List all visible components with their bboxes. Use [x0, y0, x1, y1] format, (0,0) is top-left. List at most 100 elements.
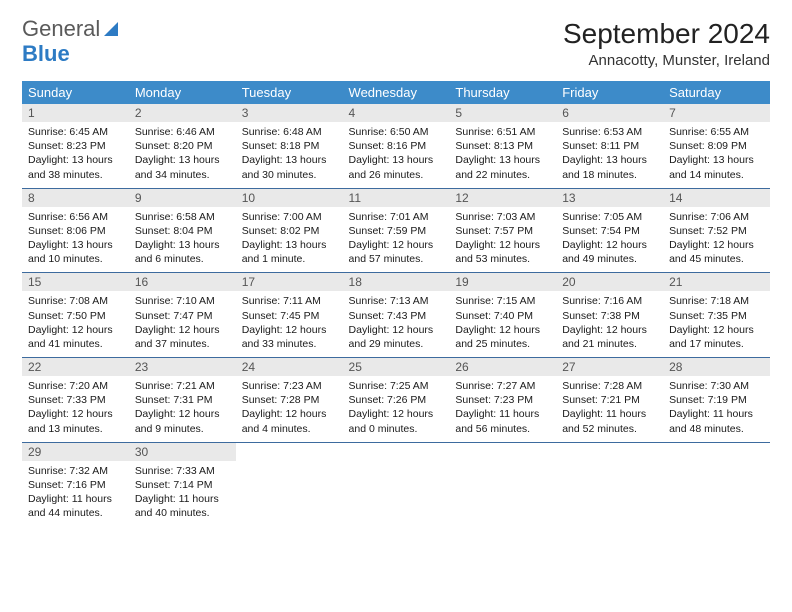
calendar-week-row: 15Sunrise: 7:08 AMSunset: 7:50 PMDayligh…	[22, 273, 770, 358]
daylight-text: Daylight: 12 hours and 49 minutes.	[562, 238, 657, 266]
daylight-text: Daylight: 12 hours and 45 minutes.	[669, 238, 764, 266]
daylight-text: Daylight: 12 hours and 53 minutes.	[455, 238, 550, 266]
sunrise-text: Sunrise: 7:21 AM	[135, 379, 230, 393]
daylight-text: Daylight: 12 hours and 57 minutes.	[349, 238, 444, 266]
day-details: Sunrise: 6:50 AMSunset: 8:16 PMDaylight:…	[343, 122, 450, 188]
sunrise-text: Sunrise: 7:06 AM	[669, 210, 764, 224]
day-number: 27	[556, 358, 663, 376]
calendar-day-cell: 17Sunrise: 7:11 AMSunset: 7:45 PMDayligh…	[236, 273, 343, 358]
location-subtitle: Annacotty, Munster, Ireland	[563, 52, 770, 69]
calendar-week-row: 22Sunrise: 7:20 AMSunset: 7:33 PMDayligh…	[22, 358, 770, 443]
sunset-text: Sunset: 7:50 PM	[28, 309, 123, 323]
sunrise-text: Sunrise: 7:23 AM	[242, 379, 337, 393]
sunrise-text: Sunrise: 7:05 AM	[562, 210, 657, 224]
daylight-text: Daylight: 12 hours and 37 minutes.	[135, 323, 230, 351]
day-details: Sunrise: 6:56 AMSunset: 8:06 PMDaylight:…	[22, 207, 129, 273]
day-details: Sunrise: 7:10 AMSunset: 7:47 PMDaylight:…	[129, 291, 236, 357]
calendar-day-cell: 18Sunrise: 7:13 AMSunset: 7:43 PMDayligh…	[343, 273, 450, 358]
calendar-day-cell	[663, 442, 770, 526]
day-details: Sunrise: 6:45 AMSunset: 8:23 PMDaylight:…	[22, 122, 129, 188]
sunset-text: Sunset: 7:43 PM	[349, 309, 444, 323]
calendar-day-cell: 9Sunrise: 6:58 AMSunset: 8:04 PMDaylight…	[129, 188, 236, 273]
sunset-text: Sunset: 7:54 PM	[562, 224, 657, 238]
daylight-text: Daylight: 13 hours and 34 minutes.	[135, 153, 230, 181]
day-details: Sunrise: 6:53 AMSunset: 8:11 PMDaylight:…	[556, 122, 663, 188]
sunrise-text: Sunrise: 7:15 AM	[455, 294, 550, 308]
daylight-text: Daylight: 13 hours and 38 minutes.	[28, 153, 123, 181]
sunset-text: Sunset: 7:45 PM	[242, 309, 337, 323]
day-details: Sunrise: 7:32 AMSunset: 7:16 PMDaylight:…	[22, 461, 129, 527]
daylight-text: Daylight: 12 hours and 4 minutes.	[242, 407, 337, 435]
calendar-day-cell: 8Sunrise: 6:56 AMSunset: 8:06 PMDaylight…	[22, 188, 129, 273]
daylight-text: Daylight: 11 hours and 48 minutes.	[669, 407, 764, 435]
sunrise-text: Sunrise: 7:25 AM	[349, 379, 444, 393]
day-details: Sunrise: 7:05 AMSunset: 7:54 PMDaylight:…	[556, 207, 663, 273]
day-details: Sunrise: 7:30 AMSunset: 7:19 PMDaylight:…	[663, 376, 770, 442]
sunset-text: Sunset: 7:47 PM	[135, 309, 230, 323]
daylight-text: Daylight: 13 hours and 10 minutes.	[28, 238, 123, 266]
calendar-day-cell: 2Sunrise: 6:46 AMSunset: 8:20 PMDaylight…	[129, 104, 236, 188]
day-number: 18	[343, 273, 450, 291]
calendar-day-cell	[449, 442, 556, 526]
calendar-day-cell	[236, 442, 343, 526]
day-details: Sunrise: 7:03 AMSunset: 7:57 PMDaylight:…	[449, 207, 556, 273]
day-number: 24	[236, 358, 343, 376]
calendar-day-cell	[343, 442, 450, 526]
calendar-day-cell: 7Sunrise: 6:55 AMSunset: 8:09 PMDaylight…	[663, 104, 770, 188]
sunrise-text: Sunrise: 6:50 AM	[349, 125, 444, 139]
day-details: Sunrise: 7:01 AMSunset: 7:59 PMDaylight:…	[343, 207, 450, 273]
daylight-text: Daylight: 12 hours and 33 minutes.	[242, 323, 337, 351]
day-details: Sunrise: 7:33 AMSunset: 7:14 PMDaylight:…	[129, 461, 236, 527]
day-details: Sunrise: 6:55 AMSunset: 8:09 PMDaylight:…	[663, 122, 770, 188]
sunset-text: Sunset: 7:38 PM	[562, 309, 657, 323]
sunrise-text: Sunrise: 7:30 AM	[669, 379, 764, 393]
day-number: 21	[663, 273, 770, 291]
daylight-text: Daylight: 12 hours and 21 minutes.	[562, 323, 657, 351]
day-details: Sunrise: 7:27 AMSunset: 7:23 PMDaylight:…	[449, 376, 556, 442]
sunset-text: Sunset: 8:04 PM	[135, 224, 230, 238]
calendar-day-cell: 14Sunrise: 7:06 AMSunset: 7:52 PMDayligh…	[663, 188, 770, 273]
calendar-day-cell: 13Sunrise: 7:05 AMSunset: 7:54 PMDayligh…	[556, 188, 663, 273]
sunset-text: Sunset: 8:02 PM	[242, 224, 337, 238]
weekday-header: Sunday	[22, 81, 129, 104]
day-number: 8	[22, 189, 129, 207]
daylight-text: Daylight: 12 hours and 29 minutes.	[349, 323, 444, 351]
sunrise-text: Sunrise: 7:32 AM	[28, 464, 123, 478]
day-details: Sunrise: 7:18 AMSunset: 7:35 PMDaylight:…	[663, 291, 770, 357]
calendar-day-cell: 4Sunrise: 6:50 AMSunset: 8:16 PMDaylight…	[343, 104, 450, 188]
calendar-day-cell: 28Sunrise: 7:30 AMSunset: 7:19 PMDayligh…	[663, 358, 770, 443]
sunrise-text: Sunrise: 7:28 AM	[562, 379, 657, 393]
day-details: Sunrise: 7:15 AMSunset: 7:40 PMDaylight:…	[449, 291, 556, 357]
day-number: 28	[663, 358, 770, 376]
sunrise-text: Sunrise: 7:11 AM	[242, 294, 337, 308]
sunrise-text: Sunrise: 7:18 AM	[669, 294, 764, 308]
day-details: Sunrise: 7:23 AMSunset: 7:28 PMDaylight:…	[236, 376, 343, 442]
calendar-day-cell: 30Sunrise: 7:33 AMSunset: 7:14 PMDayligh…	[129, 442, 236, 526]
calendar-day-cell: 29Sunrise: 7:32 AMSunset: 7:16 PMDayligh…	[22, 442, 129, 526]
day-number: 16	[129, 273, 236, 291]
sunrise-text: Sunrise: 6:58 AM	[135, 210, 230, 224]
daylight-text: Daylight: 13 hours and 26 minutes.	[349, 153, 444, 181]
daylight-text: Daylight: 13 hours and 22 minutes.	[455, 153, 550, 181]
daylight-text: Daylight: 12 hours and 17 minutes.	[669, 323, 764, 351]
sunset-text: Sunset: 8:16 PM	[349, 139, 444, 153]
title-block: September 2024 Annacotty, Munster, Irela…	[563, 18, 770, 69]
daylight-text: Daylight: 12 hours and 9 minutes.	[135, 407, 230, 435]
sunset-text: Sunset: 7:19 PM	[669, 393, 764, 407]
daylight-text: Daylight: 13 hours and 14 minutes.	[669, 153, 764, 181]
day-number: 25	[343, 358, 450, 376]
day-number: 9	[129, 189, 236, 207]
day-number: 5	[449, 104, 556, 122]
day-number: 29	[22, 443, 129, 461]
day-details: Sunrise: 7:28 AMSunset: 7:21 PMDaylight:…	[556, 376, 663, 442]
day-number: 30	[129, 443, 236, 461]
day-details: Sunrise: 6:58 AMSunset: 8:04 PMDaylight:…	[129, 207, 236, 273]
day-number: 1	[22, 104, 129, 122]
daylight-text: Daylight: 12 hours and 41 minutes.	[28, 323, 123, 351]
sunrise-text: Sunrise: 7:33 AM	[135, 464, 230, 478]
day-details: Sunrise: 7:21 AMSunset: 7:31 PMDaylight:…	[129, 376, 236, 442]
day-number: 11	[343, 189, 450, 207]
day-number: 13	[556, 189, 663, 207]
sunrise-text: Sunrise: 6:56 AM	[28, 210, 123, 224]
day-number: 14	[663, 189, 770, 207]
